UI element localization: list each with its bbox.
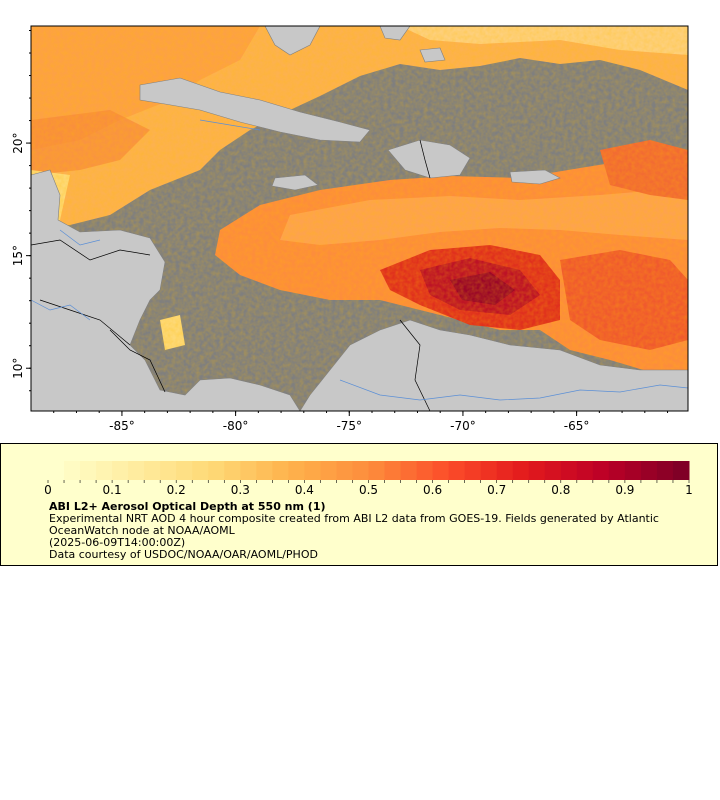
lat-tick-label: 15° [11,245,25,266]
colorbar-cell [304,461,321,480]
colorbar-cell [240,461,257,480]
colorbar-cell [544,461,562,480]
colorbar-cell [464,461,482,480]
colorbar-cell [592,461,610,480]
colorbar-tick-label: 0.8 [551,483,570,497]
lon-tick-label: -85° [109,419,135,433]
colorbar-cell [496,461,514,480]
colorbar-tick-label: 0.1 [103,483,122,497]
colorbar-cell [80,461,97,480]
colorbar-cell [416,461,434,480]
legend-title: ABI L2+ Aerosol Optical Depth at 550 nm … [49,500,326,513]
colorbar-cell [208,461,225,480]
lon-tick-label: -80° [223,419,249,433]
colorbar-cell [400,461,418,480]
lon-tick-label: -70° [450,419,476,433]
colorbar-cell [672,461,690,480]
colorbar-cell [96,461,113,480]
colorbar-cell [272,461,289,480]
colorbar-cell [320,461,337,480]
map-frame [30,25,689,412]
colorbar-cell [176,461,193,480]
lon-tick-label: -75° [336,419,362,433]
longitude-ticks: -85° -80° -75° -70° -65° [53,411,669,433]
lon-tick-label: -65° [564,419,590,433]
colorbar-cell [48,461,65,480]
colorbar-cell [224,461,241,480]
colorbar-cell [656,461,674,480]
colorbar-cell [112,461,129,480]
colorbar-tick-label: 0.6 [423,483,442,497]
colorbar-cell [624,461,642,480]
country-borders [31,139,431,411]
legend-credit: Data courtesy of USDOC/NOAA/OAR/AOML/PHO… [49,548,318,561]
rivers [31,119,688,401]
aod-map: -85° -80° -75° -70° -65° 20° 15° 10° [11,25,689,433]
colorbar-cells [48,461,690,480]
latitude-ticks: 20° 15° 10° [11,30,31,392]
colorbar-tick-label: 0.3 [231,483,250,497]
lat-tick-label: 10° [11,358,25,379]
colorbar-tick-label: 0.4 [295,483,314,497]
colorbar-cell [160,461,177,480]
legend-description: Experimental NRT AOD 4 hour composite cr… [49,512,659,537]
lat-tick-label: 20° [11,132,25,153]
colorbar-cell [528,461,546,480]
colorbar-cell [560,461,578,480]
colorbar-cell [64,461,81,480]
colorbar-tick-label: 0.5 [359,483,378,497]
colorbar-cell [448,461,466,480]
colorbar: 0 0.1 0.2 0.3 0.4 0.5 0.6 0.7 0.8 0.9 1 [44,461,693,497]
colorbar-cell [352,461,369,480]
colorbar-cell [384,461,402,480]
colorbar-tick-label: 1 [685,483,693,497]
colorbar-cell [336,461,353,480]
colorbar-cell [288,461,305,480]
colorbar-cell [192,461,209,480]
legend-panel: 0 0.1 0.2 0.3 0.4 0.5 0.6 0.7 0.8 0.9 1 ABI L2+ Ae… [0,443,718,566]
colorbar-cell [256,461,273,480]
colorbar-cell [368,461,386,480]
colorbar-tick-label: 0.7 [487,483,506,497]
colorbar-cell [512,461,530,480]
colorbar-cell [576,461,594,480]
colorbar-ticks: 0 0.1 0.2 0.3 0.4 0.5 0.6 0.7 0.8 0.9 1 [44,480,693,497]
colorbar-cell [128,461,145,480]
legend-timestamp: (2025-06-09T14:00:00Z) [49,536,186,549]
colorbar-cell [480,461,498,480]
colorbar-cell [640,461,658,480]
colorbar-cell [432,461,450,480]
land-masses [31,26,688,411]
map-area [31,26,688,411]
colorbar-cell [608,461,626,480]
colorbar-tick-label: 0.2 [167,483,186,497]
colorbar-tick-label: 0 [44,483,52,497]
colorbar-tick-label: 0.9 [615,483,634,497]
colorbar-cell [144,461,161,480]
